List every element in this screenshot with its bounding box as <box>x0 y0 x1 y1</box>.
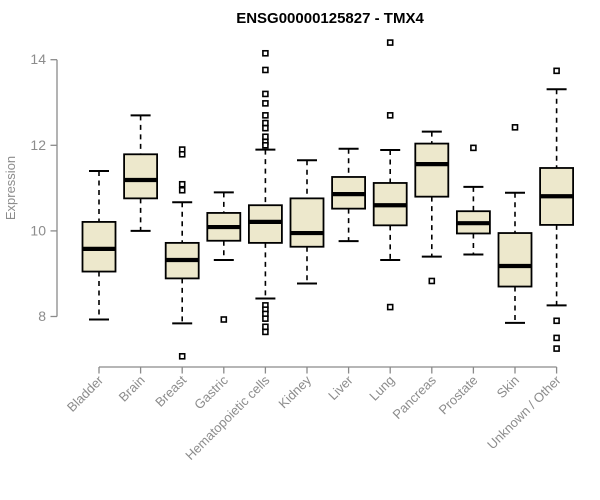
box-group <box>331 147 367 243</box>
outlier-point <box>428 277 436 285</box>
outlier-point <box>511 124 519 131</box>
outlier-point <box>553 345 560 352</box>
x-tick-label: Brain <box>116 373 148 405</box>
box-group <box>414 130 450 285</box>
x-tick-label: Bladder <box>64 372 107 415</box>
iqr-box <box>247 204 283 244</box>
outlier-point <box>262 100 269 107</box>
y-tick-label: 12 <box>30 137 46 153</box>
outlier-point <box>178 186 186 194</box>
outlier-point <box>178 353 186 360</box>
outlier-point <box>553 334 560 342</box>
box-group <box>372 39 408 311</box>
outlier-point <box>262 90 269 98</box>
outlier-point <box>553 317 560 325</box>
outlier-point <box>262 112 269 119</box>
box-group <box>497 124 533 324</box>
outlier-point <box>262 142 269 149</box>
iqr-box <box>81 221 117 273</box>
outlier-point <box>178 150 186 158</box>
x-tick-label: Unknown / Other <box>484 372 564 452</box>
y-tick-label: 8 <box>38 308 46 324</box>
box-group <box>289 159 325 285</box>
outlier-point <box>262 49 269 57</box>
box-group <box>206 191 242 323</box>
iqr-box <box>123 153 158 200</box>
outlier-point <box>220 316 228 323</box>
outlier-point <box>386 112 394 119</box>
outlier-point <box>470 144 477 152</box>
outlier-point <box>262 124 269 132</box>
outlier-point <box>262 315 269 322</box>
iqr-box <box>289 197 325 248</box>
box-group <box>164 146 200 360</box>
box-group <box>81 169 117 321</box>
outlier-point <box>178 180 186 188</box>
outlier-point <box>262 328 269 336</box>
x-tick-label: Breast <box>152 372 189 409</box>
y-axis-title: Expression <box>3 156 18 220</box>
outlier-point <box>553 67 560 75</box>
x-tick-label: Kidney <box>275 372 314 411</box>
outlier-point <box>262 323 269 331</box>
x-tick-label: Pancreas <box>389 372 439 422</box>
outlier-point <box>262 119 269 127</box>
y-tick-label: 10 <box>30 222 46 238</box>
iqr-box <box>497 232 533 288</box>
outlier-point <box>262 133 269 141</box>
y-tick-label: 14 <box>30 51 46 67</box>
box-group <box>123 114 158 232</box>
x-tick-label: Lung <box>366 373 397 404</box>
iqr-box <box>414 142 450 198</box>
outlier-point <box>386 303 394 311</box>
box-group <box>539 67 574 352</box>
box-group <box>247 49 283 336</box>
x-tick-label: Prostate <box>436 373 481 418</box>
outlier-point <box>386 39 394 46</box>
x-tick-label: Gastric <box>191 372 231 412</box>
outlier-point <box>262 66 269 74</box>
chart-title: ENSG00000125827 - TMX4 <box>236 10 424 27</box>
x-tick-label: Liver <box>325 372 356 403</box>
x-tick-label: Skin <box>494 373 522 401</box>
box-group <box>455 144 491 256</box>
